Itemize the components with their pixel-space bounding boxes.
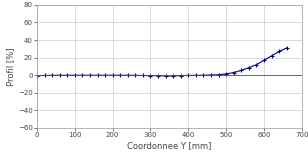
Y-axis label: Profil [%]: Profil [%] (6, 47, 15, 86)
X-axis label: Coordonnee Y [mm]: Coordonnee Y [mm] (127, 141, 212, 150)
